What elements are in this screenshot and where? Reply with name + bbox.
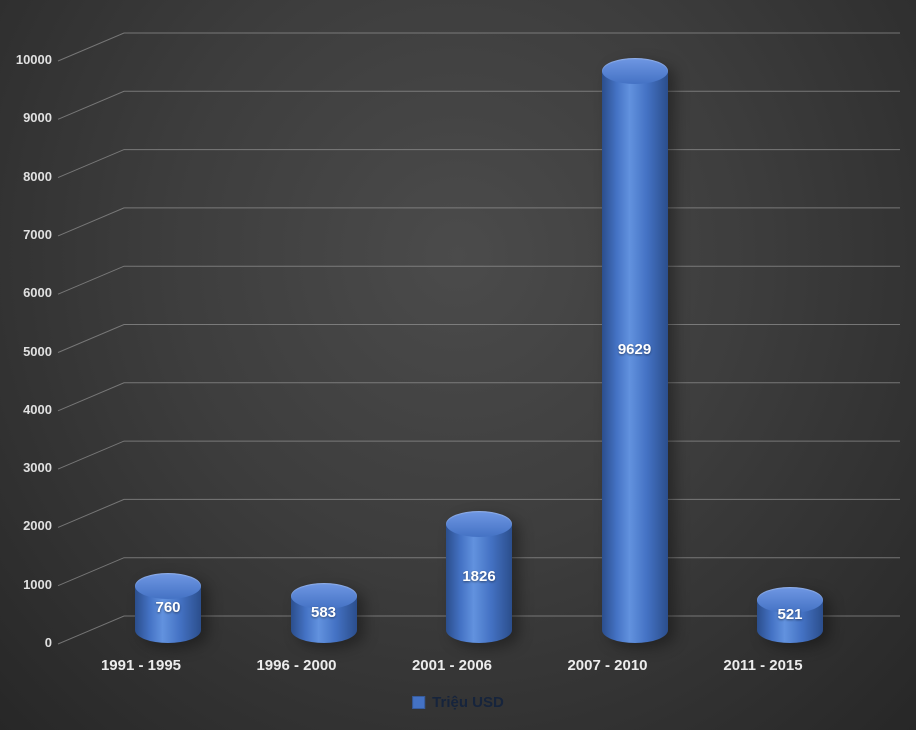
gridline bbox=[57, 207, 900, 237]
value-label: 521 bbox=[777, 605, 803, 623]
gridline bbox=[57, 90, 900, 120]
cylinder-bar: 583 bbox=[290, 583, 357, 643]
y-axis-tick-label: 4000 bbox=[23, 401, 52, 417]
legend-label: Triệu USD bbox=[432, 694, 504, 711]
cylinder-top-ellipse bbox=[601, 57, 668, 84]
y-axis-tick-label: 7000 bbox=[23, 226, 52, 242]
value-label: 760 bbox=[155, 598, 181, 616]
cylinder-bottom-ellipse bbox=[601, 616, 668, 643]
cylinder-top-ellipse bbox=[446, 510, 512, 537]
gridline bbox=[57, 382, 900, 412]
cylinder-bottom-ellipse bbox=[135, 616, 201, 643]
x-axis-category-label: 1991 - 1995 bbox=[100, 657, 182, 674]
cylinder-bar: 760 bbox=[135, 572, 201, 643]
cylinder-top-ellipse bbox=[290, 583, 357, 610]
x-axis-category-label: 2007 - 2010 bbox=[567, 657, 648, 674]
y-axis-tick-label: 2000 bbox=[23, 518, 52, 534]
y-axis-tick-label: 1000 bbox=[23, 576, 52, 592]
y-axis-tick-label: 6000 bbox=[23, 285, 52, 301]
value-label: 583 bbox=[310, 604, 337, 622]
y-axis-tick-label: 5000 bbox=[23, 343, 52, 359]
y-axis-tick-label: 8000 bbox=[23, 168, 52, 184]
y-axis-tick-label: 3000 bbox=[23, 460, 52, 476]
gridline bbox=[57, 32, 900, 62]
x-axis-category-label: 2001 - 2006 bbox=[411, 657, 493, 674]
gridline bbox=[57, 265, 900, 295]
value-label: 1826 bbox=[462, 567, 496, 585]
x-axis-category-label: 1996 - 2000 bbox=[256, 657, 337, 674]
cylinder-bar: 1826 bbox=[446, 510, 512, 643]
legend: Triệu USD bbox=[412, 694, 504, 711]
y-axis-tick-label: 9000 bbox=[23, 110, 52, 126]
y-axis-tick-label: 10000 bbox=[15, 52, 52, 67]
x-axis-category-label: 2011 - 2015 bbox=[723, 657, 803, 674]
cylinder-body bbox=[601, 70, 668, 630]
legend-swatch-icon bbox=[412, 696, 426, 709]
y-axis-tick-label: 0 bbox=[44, 635, 52, 650]
cylinder-bar: 521 bbox=[757, 586, 823, 643]
gridline bbox=[57, 324, 900, 353]
cylinder-body bbox=[446, 523, 512, 630]
gridline bbox=[57, 149, 900, 179]
gridline bbox=[57, 440, 900, 470]
cylinder-top-ellipse bbox=[757, 586, 823, 613]
cylinder-bottom-ellipse bbox=[446, 616, 512, 643]
cylinder-bottom-ellipse bbox=[290, 616, 357, 643]
cylinder-bar: 9629 bbox=[601, 57, 668, 643]
cylinder-bottom-ellipse bbox=[757, 616, 823, 643]
value-label: 9629 bbox=[617, 341, 652, 359]
cylinder-top-ellipse bbox=[135, 572, 201, 599]
